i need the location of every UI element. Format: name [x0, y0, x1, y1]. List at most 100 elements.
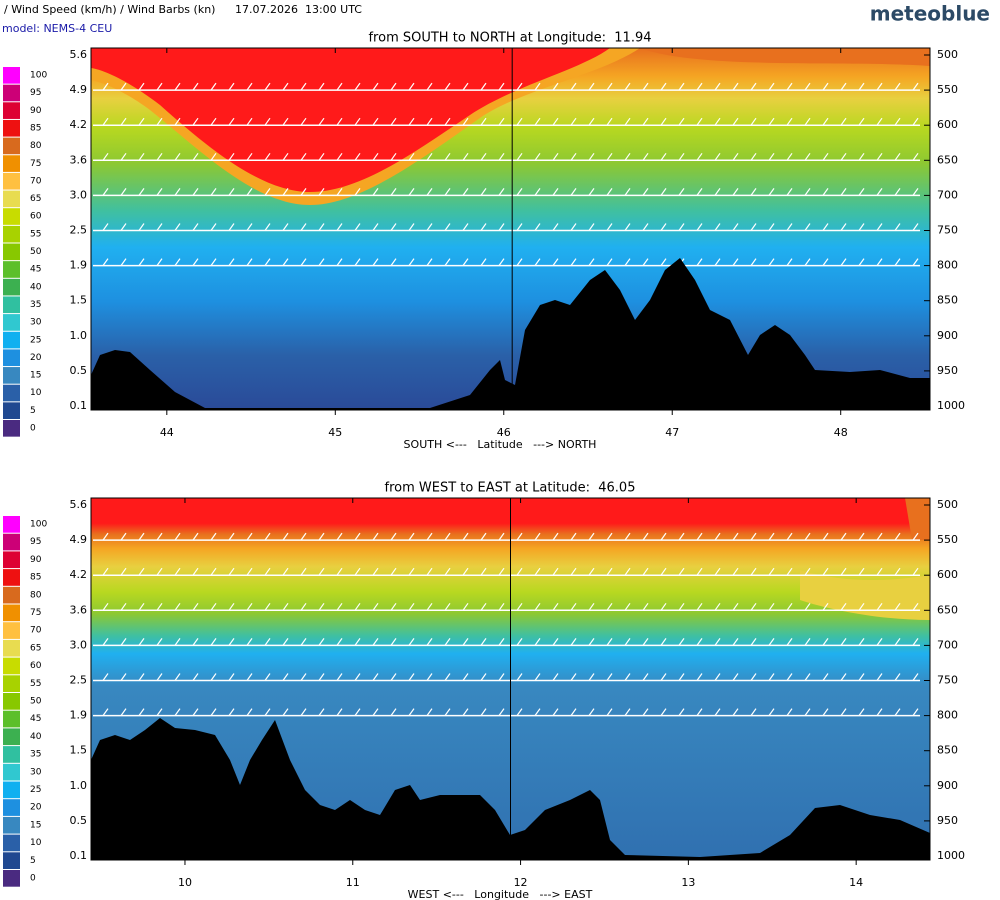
wind-barb	[714, 188, 721, 196]
wind-barb	[858, 708, 865, 716]
pressure-label: 650	[937, 153, 958, 166]
x-axis-label: WEST <--- Longitude ---> EAST	[408, 888, 593, 900]
wind-barb	[282, 532, 289, 541]
pressure-label: 1000	[937, 849, 965, 862]
height-label: 4.2	[70, 118, 88, 131]
wind-barb	[624, 188, 631, 196]
wind-barb	[336, 638, 343, 646]
wind-barb	[462, 638, 469, 646]
colorbar-swatch	[3, 569, 20, 586]
wind-barb	[210, 602, 217, 611]
colorbar-label: 40	[30, 282, 42, 292]
wind-barb	[174, 188, 181, 196]
wind-barb	[318, 258, 325, 266]
wind-barb	[696, 188, 703, 196]
colorbar-label: 100	[30, 71, 47, 81]
wind-barb	[912, 532, 919, 541]
colorbar-swatch	[3, 420, 20, 437]
wind-barb	[660, 117, 667, 126]
wind-barb	[318, 152, 325, 161]
wind-barb	[768, 567, 775, 576]
wind-barb	[858, 117, 865, 126]
wind-barb	[120, 638, 127, 646]
wind-barb	[264, 567, 271, 576]
wind-barb	[354, 117, 361, 126]
wind-barb	[786, 188, 793, 196]
height-label: 0.1	[70, 849, 88, 862]
wind-barb	[354, 602, 361, 611]
wind-barb	[768, 258, 775, 266]
colorbar-swatch	[3, 243, 20, 261]
wind-barb	[732, 708, 739, 716]
wind-barb	[462, 532, 469, 541]
wind-barb	[912, 223, 919, 231]
wind-barb	[354, 188, 361, 196]
wind-barb	[408, 602, 415, 611]
wind-barb	[318, 188, 325, 196]
wind-barb	[498, 152, 505, 161]
wind-barb	[570, 673, 577, 681]
wind-barb	[876, 258, 883, 266]
wind-barb	[840, 532, 847, 541]
wind-barb	[210, 258, 217, 266]
colorbar-swatch	[3, 551, 20, 569]
panel-title: from SOUTH to NORTH at Longitude: 11.94	[368, 31, 651, 46]
wind-barb	[678, 638, 685, 646]
wind-barb	[354, 638, 361, 646]
colorbar-swatch	[3, 278, 20, 296]
wind-barb	[174, 602, 181, 611]
wind-barb	[732, 638, 739, 646]
wind-barb	[372, 708, 379, 716]
wind-barb	[264, 223, 271, 231]
wind-barb	[840, 117, 847, 126]
wind-barb	[336, 223, 343, 231]
wind-barb	[786, 567, 793, 576]
wind-barb	[426, 708, 433, 716]
colorbar-swatch	[3, 402, 20, 419]
wind-barb	[768, 152, 775, 161]
pressure-label: 1000	[937, 399, 965, 412]
wind-barb	[624, 708, 631, 716]
wind-barb	[336, 567, 343, 576]
wind-barb	[408, 532, 415, 541]
colorbar-swatch	[3, 622, 20, 639]
pressure-label: 750	[937, 224, 958, 237]
wind-barb	[462, 602, 469, 611]
wind-barb	[660, 532, 667, 541]
height-label: 1.9	[70, 259, 88, 272]
wind-barb	[840, 223, 847, 231]
wind-barb	[498, 708, 505, 716]
wind-barb	[336, 673, 343, 681]
wind-barb	[516, 258, 523, 266]
wind-barb	[606, 673, 613, 681]
wind-barb	[408, 567, 415, 576]
wind-barb	[678, 117, 685, 126]
wind-barb	[822, 708, 829, 716]
colorbar-label: 10	[30, 388, 42, 398]
wind-barb	[498, 82, 505, 91]
wind-barb	[426, 258, 433, 266]
wind-barb	[894, 117, 901, 126]
wind-barb	[498, 188, 505, 196]
wind-barb	[228, 673, 235, 681]
colorbar-swatch	[3, 155, 20, 172]
wind-barb	[786, 708, 793, 716]
height-label: 1.5	[70, 294, 88, 307]
wind-barb	[696, 708, 703, 716]
wind-barb	[120, 708, 127, 716]
wind-barb	[300, 258, 307, 266]
wind-barb	[822, 82, 829, 91]
wind-barb	[336, 708, 343, 716]
colorbar-label: 35	[30, 300, 41, 310]
wind-barb	[696, 602, 703, 611]
wind-barb	[642, 532, 649, 541]
wind-barb	[786, 117, 793, 126]
wind-barb	[282, 602, 289, 611]
wind-barb	[750, 673, 757, 681]
wind-barb	[444, 258, 451, 266]
pressure-label: 850	[937, 294, 958, 307]
wind-barb	[192, 673, 199, 681]
wind-barb	[678, 82, 685, 91]
wind-barb	[840, 152, 847, 161]
